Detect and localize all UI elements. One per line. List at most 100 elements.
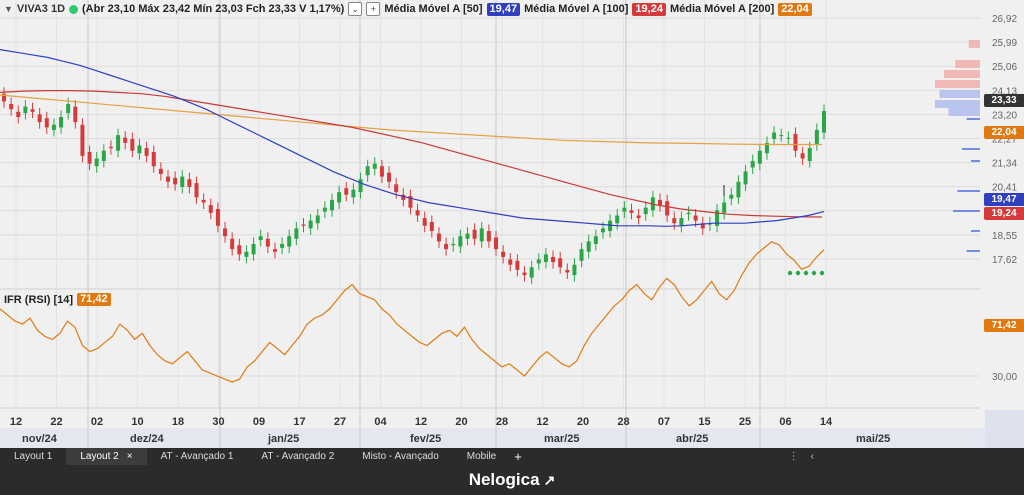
x-tick-label: 07: [658, 416, 670, 428]
candle-body: [44, 118, 49, 128]
tab-label: Layout 1: [14, 451, 53, 462]
add-indicator-icon[interactable]: +: [366, 2, 381, 16]
rsi-label[interactable]: IFR (RSI) [14]: [4, 293, 74, 306]
volume-profile-bar: [962, 148, 980, 150]
candle-body: [223, 228, 228, 237]
candle-body: [194, 183, 199, 198]
candle-body: [408, 196, 413, 208]
rsi-tick-label: 30,00: [992, 372, 1017, 383]
x-tick-label: 12: [536, 416, 548, 428]
candle-body: [793, 133, 798, 151]
tab-at-avancado-2[interactable]: AT - Avançado 2: [247, 448, 348, 465]
y-tick-label: 17,62: [992, 255, 1017, 266]
candle-body: [401, 194, 406, 200]
month-label: abr/25: [676, 433, 708, 445]
candle-body: [215, 208, 220, 226]
volume-profile-bar: [971, 160, 980, 162]
x-tick-label: 12: [10, 416, 22, 428]
y-tick-label: 22,27: [992, 135, 1017, 146]
volume-profile-bar: [957, 190, 980, 192]
candle-body: [116, 135, 121, 151]
candle-body: [308, 220, 313, 229]
candle-body: [729, 194, 734, 199]
candle-body: [144, 148, 149, 156]
ma100-label[interactable]: Média Móvel A [100]: [524, 3, 629, 15]
price-chart[interactable]: 26,92 25,99 25,06 24,13 23,20 22,27 21,34 20,41…: [0, 0, 1024, 448]
tab-at-avancado-1[interactable]: AT - Avançado 1: [147, 448, 248, 465]
y-tick-label: 26,92: [992, 14, 1017, 25]
signal-dot: [787, 270, 793, 276]
candle-body: [764, 142, 769, 154]
candle-body: [272, 249, 277, 252]
candle-body: [9, 104, 14, 110]
candle-body: [315, 215, 320, 224]
add-tab-icon[interactable]: +: [514, 449, 522, 464]
candle-body: [230, 238, 235, 250]
candle-body: [337, 192, 342, 203]
candle-body: [294, 228, 299, 239]
x-tick-label: 04: [374, 416, 387, 428]
candle-body: [465, 233, 470, 239]
more-vertical-icon[interactable]: ⋮: [788, 451, 799, 462]
x-tick-label: 02: [91, 416, 103, 428]
chart-area[interactable]: 26,92 25,99 25,06 24,13 23,20 22,27 21,34 20,41…: [0, 0, 1024, 448]
candle-body: [615, 215, 620, 224]
candle-body: [779, 135, 784, 137]
candle-body: [237, 245, 242, 255]
tab-layout-2[interactable]: Layout 2 ×: [66, 448, 147, 465]
tab-misto-avancado[interactable]: Misto - Avançado: [348, 448, 453, 465]
candle-body: [394, 184, 399, 193]
close-icon[interactable]: ×: [126, 451, 133, 462]
candle-body: [208, 205, 213, 213]
volume-profile-bar: [935, 100, 980, 108]
candle-body: [515, 260, 520, 270]
candle-body: [151, 151, 156, 167]
x-tick-label: 06: [779, 416, 791, 428]
x-tick-label: 14: [820, 416, 833, 428]
layout-tab-bar: Layout 1 Layout 2 × AT - Avançado 1 AT - …: [0, 448, 1024, 465]
candle-body: [786, 137, 791, 139]
candle-body: [494, 237, 498, 250]
candle-body: [251, 243, 256, 255]
y-tick-label: 18,55: [992, 231, 1017, 242]
candle-body: [387, 172, 392, 182]
tab-layout-1[interactable]: Layout 1: [0, 448, 66, 465]
x-tick-label: 20: [577, 416, 589, 428]
candle-body: [722, 202, 727, 213]
candle-body: [123, 137, 128, 143]
x-tick-label: 30: [212, 416, 224, 428]
candle-body: [108, 146, 113, 149]
candle-body: [365, 166, 370, 176]
ma50-label[interactable]: Média Móvel A [50]: [384, 3, 483, 15]
month-label: fev/25: [410, 433, 441, 445]
ma200-line: [0, 94, 822, 146]
chart-header: ▼ VIVA3 1D (Abr 23,10 Máx 23,42 Mín 23,0…: [0, 0, 812, 18]
volume-profile-bar: [955, 60, 980, 68]
y-tick-label: 25,99: [992, 38, 1017, 49]
candle-body: [736, 181, 741, 198]
ma200-label[interactable]: Média Móvel A [200]: [669, 3, 775, 15]
brand-mark-icon: ↗: [543, 471, 556, 488]
x-tick-label: 12: [415, 416, 427, 428]
candle-body: [543, 254, 548, 263]
candle-body: [700, 223, 705, 229]
symbol-label[interactable]: VIVA3 1D: [16, 3, 66, 15]
candle-body: [59, 116, 64, 128]
candle-body: [622, 207, 627, 212]
tab-label: AT - Avançado 1: [160, 451, 234, 462]
candle-body: [643, 207, 648, 215]
chevron-down-icon[interactable]: ▼: [4, 4, 13, 14]
x-tick-label: 10: [131, 416, 143, 428]
x-tick-label: 18: [172, 416, 184, 428]
candle-body: [244, 251, 249, 257]
month-label: jan/25: [267, 433, 299, 445]
rsi-header: IFR (RSI) [14] 71,42: [4, 293, 111, 306]
signal-dot: [819, 270, 825, 276]
candle-body: [73, 106, 78, 123]
collapse-icon[interactable]: ⌄: [348, 2, 363, 16]
month-label: mar/25: [544, 433, 579, 445]
candle-body: [529, 267, 534, 278]
chevron-left-icon[interactable]: ‹: [810, 451, 814, 462]
tab-mobile[interactable]: Mobile: [453, 448, 510, 465]
candle-body: [322, 207, 327, 212]
